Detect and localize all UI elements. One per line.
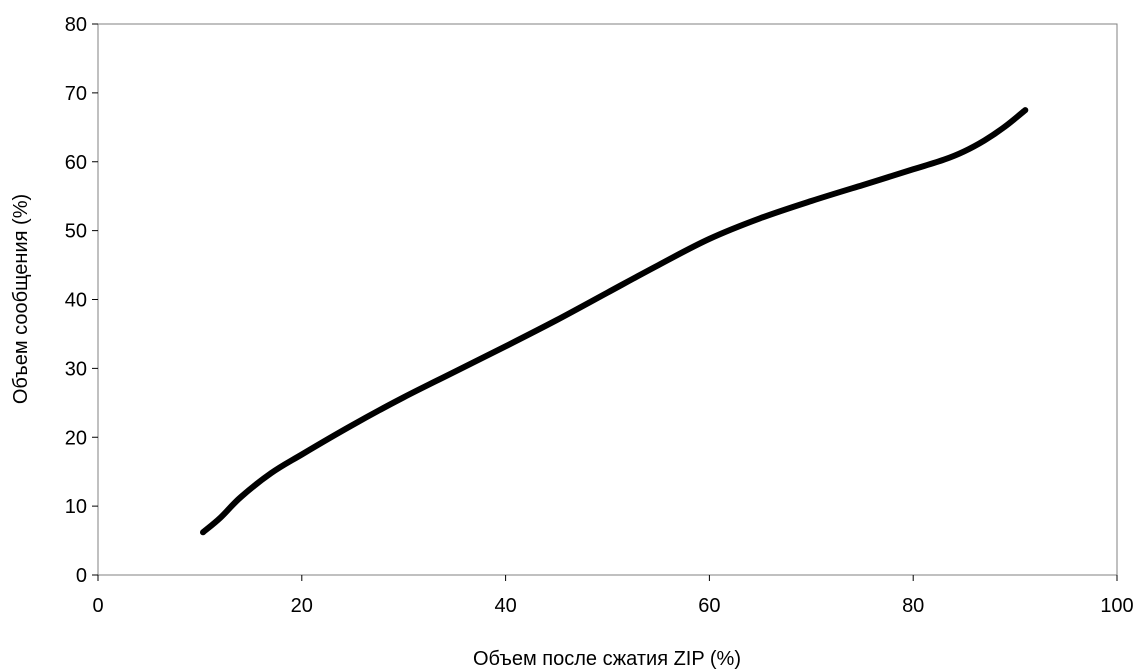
y-tick-label: 70 <box>65 83 87 105</box>
y-axis: 0 10 20 30 40 50 60 70 80 <box>65 14 98 587</box>
y-tick-label: 80 <box>65 14 87 36</box>
y-axis-title: Объем сообщения (%) <box>10 194 32 404</box>
x-tick-label: 20 <box>291 595 313 617</box>
y-tick-label: 30 <box>65 358 87 380</box>
y-tick-label: 50 <box>65 221 87 243</box>
x-tick-label: 60 <box>698 595 720 617</box>
series-group <box>200 107 1029 536</box>
y-tick-label: 20 <box>65 427 87 449</box>
x-axis-title: Объем после сжатия ZIP (%) <box>473 648 741 670</box>
y-tick-label: 10 <box>65 496 87 518</box>
x-tick-label: 40 <box>494 595 516 617</box>
y-tick-label: 60 <box>65 152 87 174</box>
plot-area <box>97 23 1118 576</box>
series-line <box>200 107 1029 536</box>
y-tick-label: 40 <box>65 290 87 312</box>
x-axis: 0 20 40 60 80 100 <box>92 575 1134 617</box>
y-tick-label: 0 <box>76 565 87 587</box>
x-tick-label: 100 <box>1100 595 1133 617</box>
x-tick-label: 80 <box>902 595 924 617</box>
x-tick-label: 0 <box>92 595 103 617</box>
